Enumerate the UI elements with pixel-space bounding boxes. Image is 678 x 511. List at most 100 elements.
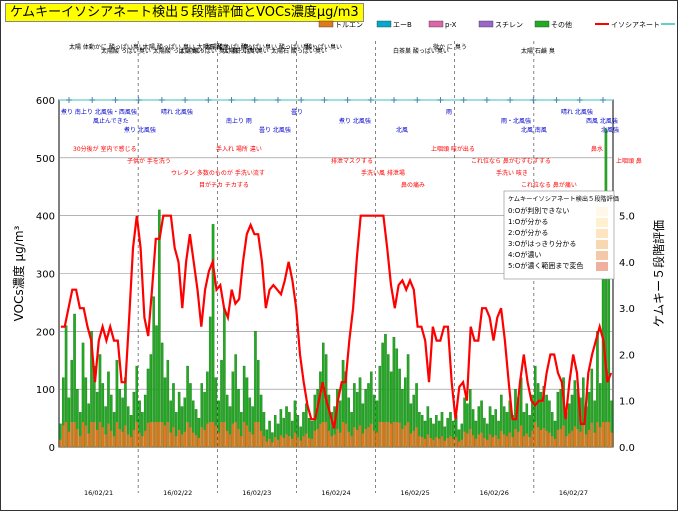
comment-marker: [251, 97, 258, 103]
toluene-bar: [525, 433, 528, 447]
toluene-bar: [455, 437, 458, 447]
toluene-bar: [237, 429, 240, 447]
comment-marker: [89, 97, 96, 103]
toluene-bar: [333, 434, 336, 447]
toluene-bar: [415, 427, 418, 447]
x-tick-label: 16/02/25: [401, 489, 430, 497]
toluene-bar: [401, 429, 404, 447]
toluene-bar: [200, 427, 203, 447]
comment-marker: [344, 97, 351, 103]
toluene-bar: [463, 431, 466, 447]
chart-title: ケムキーイソシアネート検出５段階評価とVOCs濃度μg/m3: [5, 3, 364, 22]
toluene-bar: [248, 431, 251, 447]
toluene-bar: [113, 436, 116, 447]
eval-box-item: 5:Oが濃く範囲まで変色: [508, 261, 583, 270]
toluene-bar: [322, 422, 325, 447]
toluene-bar: [452, 438, 455, 447]
annotation-mid: 煮り 南上り 北風強・西風強: [61, 108, 137, 116]
toluene-bar: [118, 429, 121, 447]
comment-marker: [298, 97, 305, 103]
toluene-bar: [438, 438, 441, 447]
toluene-bar: [585, 434, 588, 447]
annotation-top: 太陽 石鹸 臭: [521, 47, 555, 55]
toluene-bar: [409, 433, 413, 447]
toluene-bar: [466, 433, 469, 447]
voc-bar: [601, 273, 605, 448]
annotation-mid: 南上り 雨: [226, 117, 252, 125]
x-tick-label: 16/02/22: [163, 489, 192, 497]
toluene-bar: [220, 422, 223, 447]
toluene-bar: [96, 429, 99, 447]
toluene-bar: [599, 427, 602, 447]
toluene-bar: [127, 434, 130, 447]
toluene-bar: [226, 430, 229, 447]
toluene-bar: [93, 422, 96, 447]
toluene-bar: [310, 438, 314, 447]
annotation-mid: 西風 北風強: [586, 117, 618, 125]
toluene-bar: [474, 438, 478, 447]
toluene-bar: [299, 440, 302, 447]
annotation-top: 酸っぱい臭い 酸っぱい臭い: [241, 43, 315, 51]
comment-marker: [66, 97, 72, 103]
toluene-bar: [67, 431, 71, 447]
toluene-bar: [370, 423, 373, 447]
eval-box-item: 0:Oが判別できない: [508, 206, 569, 215]
toluene-bar: [115, 422, 119, 447]
toluene-bar: [404, 425, 407, 447]
toluene-bar: [494, 435, 497, 447]
toluene-bar: [161, 422, 164, 447]
toluene-bar: [163, 425, 167, 447]
toluene-bar: [421, 437, 424, 447]
comment-marker: [205, 97, 212, 103]
toluene-bar: [534, 422, 537, 447]
annotation-red: 鼻水: [591, 145, 603, 153]
toluene-bar: [178, 429, 181, 447]
legend-label: イソシアネート: [611, 21, 660, 29]
toluene-bar: [73, 422, 76, 447]
toluene-bar: [316, 429, 319, 447]
toluene-bar: [90, 422, 93, 447]
toluene-bar: [254, 422, 257, 447]
toluene-bar: [590, 422, 593, 447]
toluene-bar: [511, 437, 514, 447]
annotation-top: 太陽 酸っぱい 臭い 太陽石 酸臭: [143, 43, 229, 51]
annotation-red: 手洗い風 排泄場: [361, 169, 405, 177]
comment-marker: [414, 97, 421, 103]
toluene-bar: [356, 429, 359, 447]
toluene-bar: [313, 430, 316, 447]
toluene-bar: [596, 422, 599, 447]
toluene-bar: [291, 438, 294, 447]
toluene-bar: [536, 427, 540, 447]
annotation-top: 微か に 臭う: [433, 43, 467, 51]
toluene-bar: [361, 433, 364, 447]
toluene-bar: [209, 422, 212, 447]
toluene-bar: [197, 438, 201, 447]
toluene-bar: [353, 427, 356, 447]
toluene-bar: [265, 441, 268, 447]
toluene-bar: [104, 434, 107, 447]
toluene-bar: [98, 422, 102, 447]
eval-box-swatch: [596, 229, 608, 238]
annotation-mid: 煮り 北風強: [339, 117, 371, 125]
toluene-bar: [432, 439, 435, 447]
toluene-bar: [240, 436, 243, 447]
toluene-bar: [79, 436, 82, 447]
toluene-bar: [378, 422, 381, 447]
toluene-bar: [296, 437, 299, 447]
toluene-bar: [418, 436, 421, 447]
toluene-bar: [81, 422, 85, 447]
annotation-mid: 晴れ 北風強: [561, 108, 593, 116]
annotation-red: 手入れ 場所 違い: [216, 145, 262, 153]
eval-box-swatch: [596, 218, 608, 227]
annotation-red: これ位なる 鼻が痛い: [521, 181, 577, 189]
toluene-bar: [500, 430, 503, 447]
toluene-bar: [548, 432, 551, 447]
comment-marker: [437, 97, 444, 103]
legend-swatch: [534, 20, 550, 28]
toluene-bar: [395, 422, 398, 447]
comment-marker: [228, 97, 235, 103]
toluene-bar: [262, 436, 266, 447]
toluene-bar: [440, 436, 444, 447]
